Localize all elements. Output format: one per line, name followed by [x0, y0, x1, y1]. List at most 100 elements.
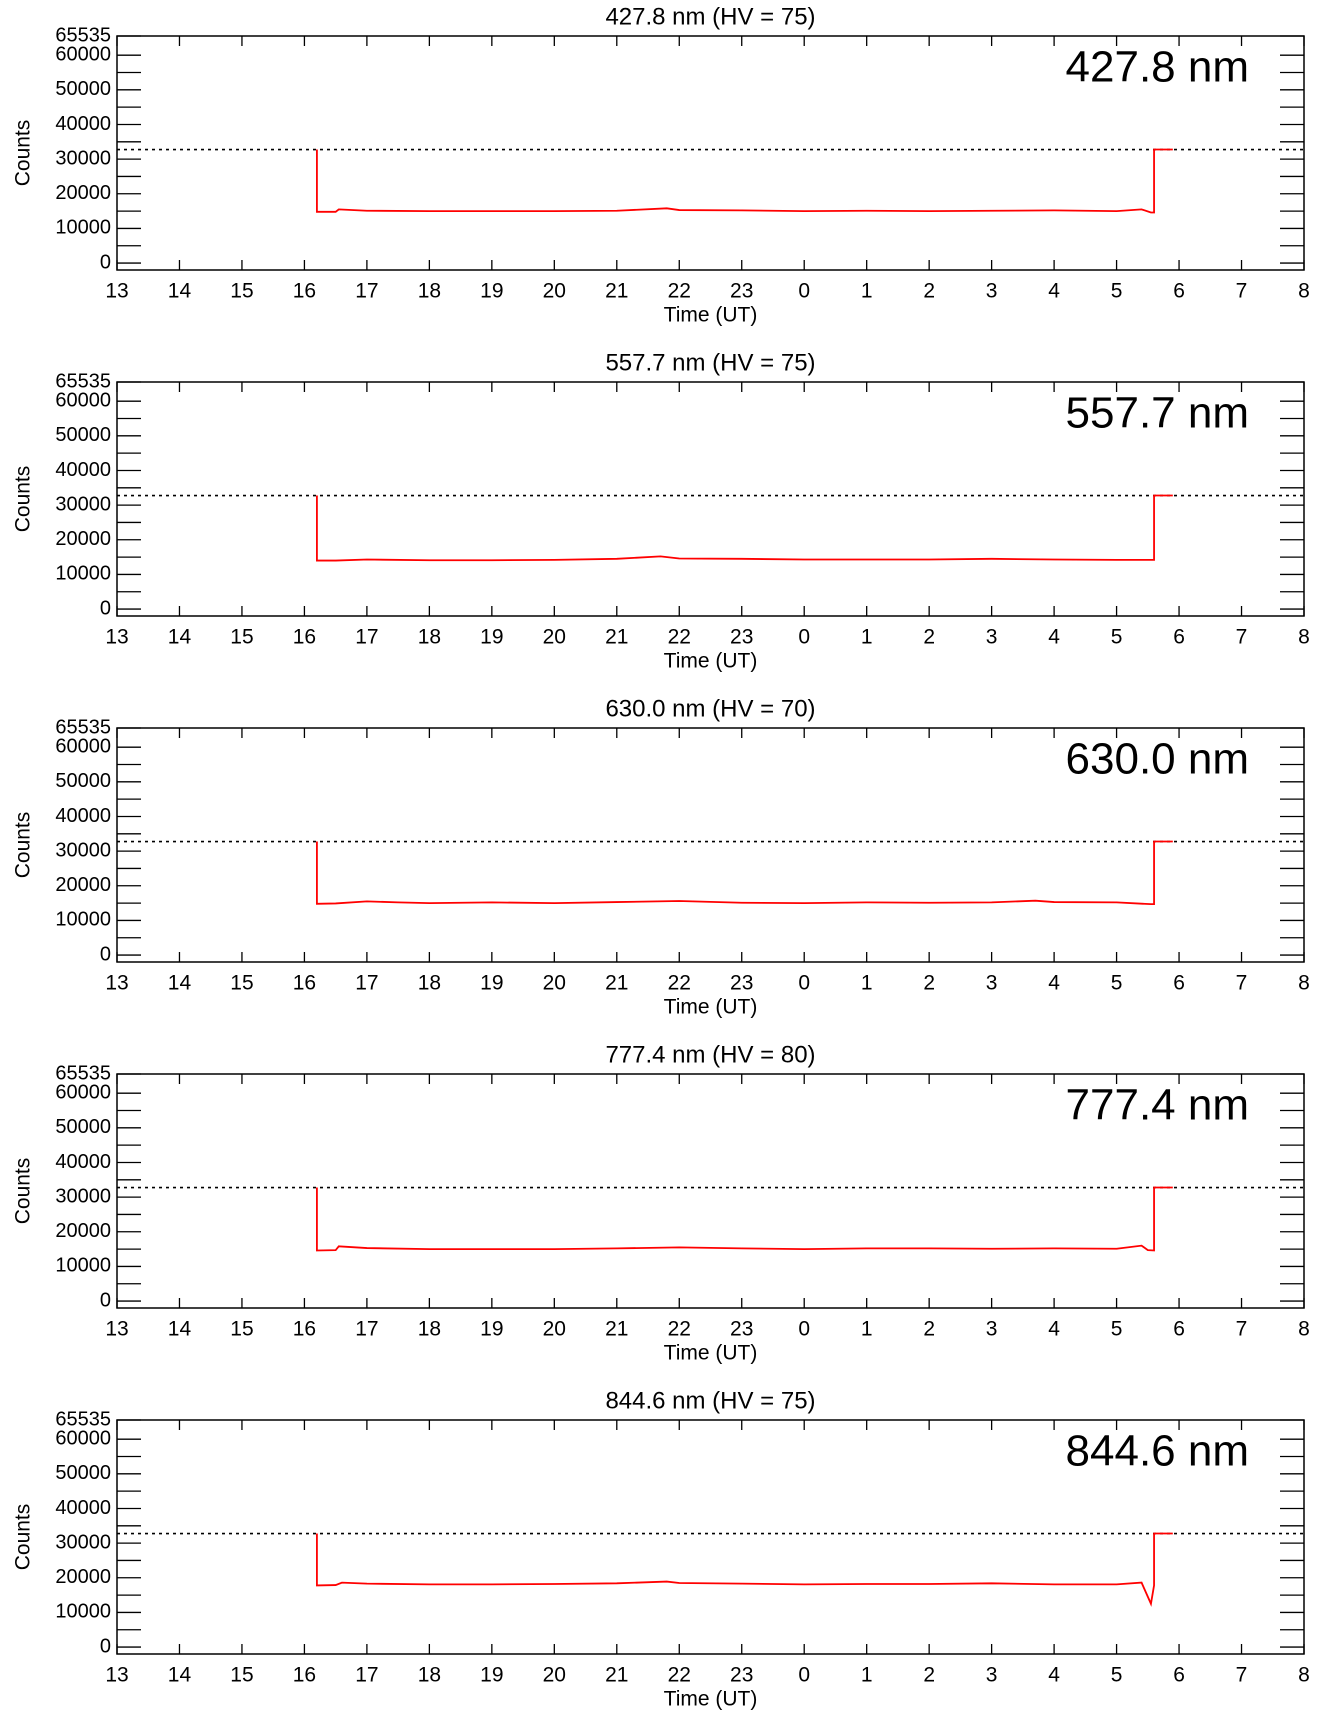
- x-tick-label: 6: [1173, 626, 1185, 649]
- y-tick-label: 65535: [55, 370, 111, 392]
- panel-title: 777.4 nm (HV = 80): [605, 1041, 815, 1068]
- x-tick-label: 0: [798, 1318, 810, 1341]
- y-tick-label: 50000: [55, 78, 111, 100]
- x-axis-label: Time (UT): [664, 996, 758, 1019]
- y-axis-label: Counts: [12, 1504, 35, 1571]
- y-tick-label: 40000: [55, 1497, 111, 1519]
- data-line: [316, 494, 1173, 562]
- y-tick-label: 50000: [55, 1462, 111, 1484]
- x-axis-label: Time (UT): [664, 1688, 758, 1711]
- y-tick-label: 20000: [55, 1566, 111, 1588]
- x-tick-label: 8: [1298, 626, 1310, 649]
- data-line: [316, 1186, 1173, 1252]
- y-tick-label: 65535: [55, 1408, 111, 1430]
- x-tick-label: 7: [1236, 1318, 1248, 1341]
- y-tick-label: 40000: [55, 1151, 111, 1173]
- x-tick-label: 4: [1048, 280, 1060, 303]
- plot-frame: [116, 727, 1305, 963]
- x-tick-label: 3: [986, 1664, 998, 1687]
- y-tick-label: 30000: [55, 147, 111, 169]
- x-tick-label: 21: [605, 280, 628, 303]
- x-tick-label: 18: [418, 626, 441, 649]
- x-tick-label: 16: [293, 1318, 316, 1341]
- panel-title: 557.7 nm (HV = 75): [605, 349, 815, 376]
- x-tick-label: 15: [230, 1318, 253, 1341]
- x-tick-label: 3: [986, 280, 998, 303]
- x-tick-label: 17: [355, 1664, 378, 1687]
- y-tick-label: 50000: [55, 770, 111, 792]
- x-tick-label: 1: [861, 1318, 873, 1341]
- x-tick-label: 7: [1236, 1664, 1248, 1687]
- x-tick-label: 16: [293, 972, 316, 995]
- plot-frame: [116, 35, 1305, 271]
- x-tick-label: 22: [668, 972, 691, 995]
- x-tick-label: 22: [668, 1664, 691, 1687]
- x-tick-label: 5: [1111, 1664, 1123, 1687]
- x-tick-label: 1: [861, 1664, 873, 1687]
- x-tick-label: 19: [480, 972, 503, 995]
- x-tick-label: 20: [543, 626, 566, 649]
- x-tick-label: 19: [480, 626, 503, 649]
- panel-title: 427.8 nm (HV = 75): [605, 3, 815, 30]
- x-tick-label: 6: [1173, 1318, 1185, 1341]
- x-tick-label: 18: [418, 1664, 441, 1687]
- x-tick-label: 4: [1048, 1318, 1060, 1341]
- x-tick-label: 18: [418, 972, 441, 995]
- x-tick-label: 18: [418, 1318, 441, 1341]
- y-tick-label: 60000: [55, 389, 111, 411]
- x-tick-label: 15: [230, 1664, 253, 1687]
- x-tick-label: 8: [1298, 1664, 1310, 1687]
- y-tick-label: 10000: [55, 1601, 111, 1623]
- data-line: [316, 1532, 1173, 1607]
- x-tick-label: 21: [605, 626, 628, 649]
- x-tick-label: 13: [105, 972, 128, 995]
- x-tick-label: 1: [861, 280, 873, 303]
- y-tick-label: 65535: [55, 716, 111, 738]
- x-tick-label: 6: [1173, 280, 1185, 303]
- x-tick-label: 3: [986, 626, 998, 649]
- x-tick-label: 20: [543, 280, 566, 303]
- x-tick-label: 4: [1048, 1664, 1060, 1687]
- y-tick-label: 20000: [55, 874, 111, 896]
- x-tick-label: 20: [543, 972, 566, 995]
- y-tick-label: 60000: [55, 43, 111, 65]
- y-tick-label: 20000: [55, 528, 111, 550]
- x-tick-label: 0: [798, 1664, 810, 1687]
- x-tick-label: 22: [668, 1318, 691, 1341]
- x-tick-label: 13: [105, 1318, 128, 1341]
- y-tick-label: 30000: [55, 839, 111, 861]
- y-tick-label: 10000: [55, 217, 111, 239]
- x-tick-label: 13: [105, 1664, 128, 1687]
- y-tick-label: 30000: [55, 493, 111, 515]
- x-tick-label: 23: [730, 626, 753, 649]
- y-axis-label: Counts: [12, 466, 35, 533]
- x-tick-label: 0: [798, 626, 810, 649]
- x-tick-label: 0: [798, 972, 810, 995]
- x-tick-label: 17: [355, 280, 378, 303]
- x-tick-label: 18: [418, 280, 441, 303]
- x-tick-label: 8: [1298, 972, 1310, 995]
- x-tick-label: 3: [986, 972, 998, 995]
- x-tick-label: 14: [168, 1664, 192, 1687]
- y-tick-label: 10000: [55, 909, 111, 931]
- y-tick-label: 60000: [55, 735, 111, 757]
- x-tick-label: 7: [1236, 280, 1248, 303]
- x-tick-label: 16: [293, 280, 316, 303]
- x-tick-label: 15: [230, 972, 253, 995]
- x-tick-label: 6: [1173, 972, 1185, 995]
- x-tick-label: 14: [168, 972, 192, 995]
- x-tick-label: 19: [480, 280, 503, 303]
- x-tick-label: 16: [293, 1664, 316, 1687]
- x-tick-label: 20: [543, 1318, 566, 1341]
- x-tick-label: 8: [1298, 280, 1310, 303]
- x-tick-label: 2: [923, 1664, 935, 1687]
- y-tick-label: 0: [100, 597, 111, 619]
- x-tick-label: 7: [1236, 972, 1248, 995]
- panel-title: 844.6 nm (HV = 75): [605, 1387, 815, 1414]
- x-tick-label: 1: [861, 972, 873, 995]
- plot-frame: [116, 1073, 1305, 1309]
- x-axis-label: Time (UT): [664, 304, 758, 327]
- x-tick-label: 19: [480, 1664, 503, 1687]
- x-tick-label: 19: [480, 1318, 503, 1341]
